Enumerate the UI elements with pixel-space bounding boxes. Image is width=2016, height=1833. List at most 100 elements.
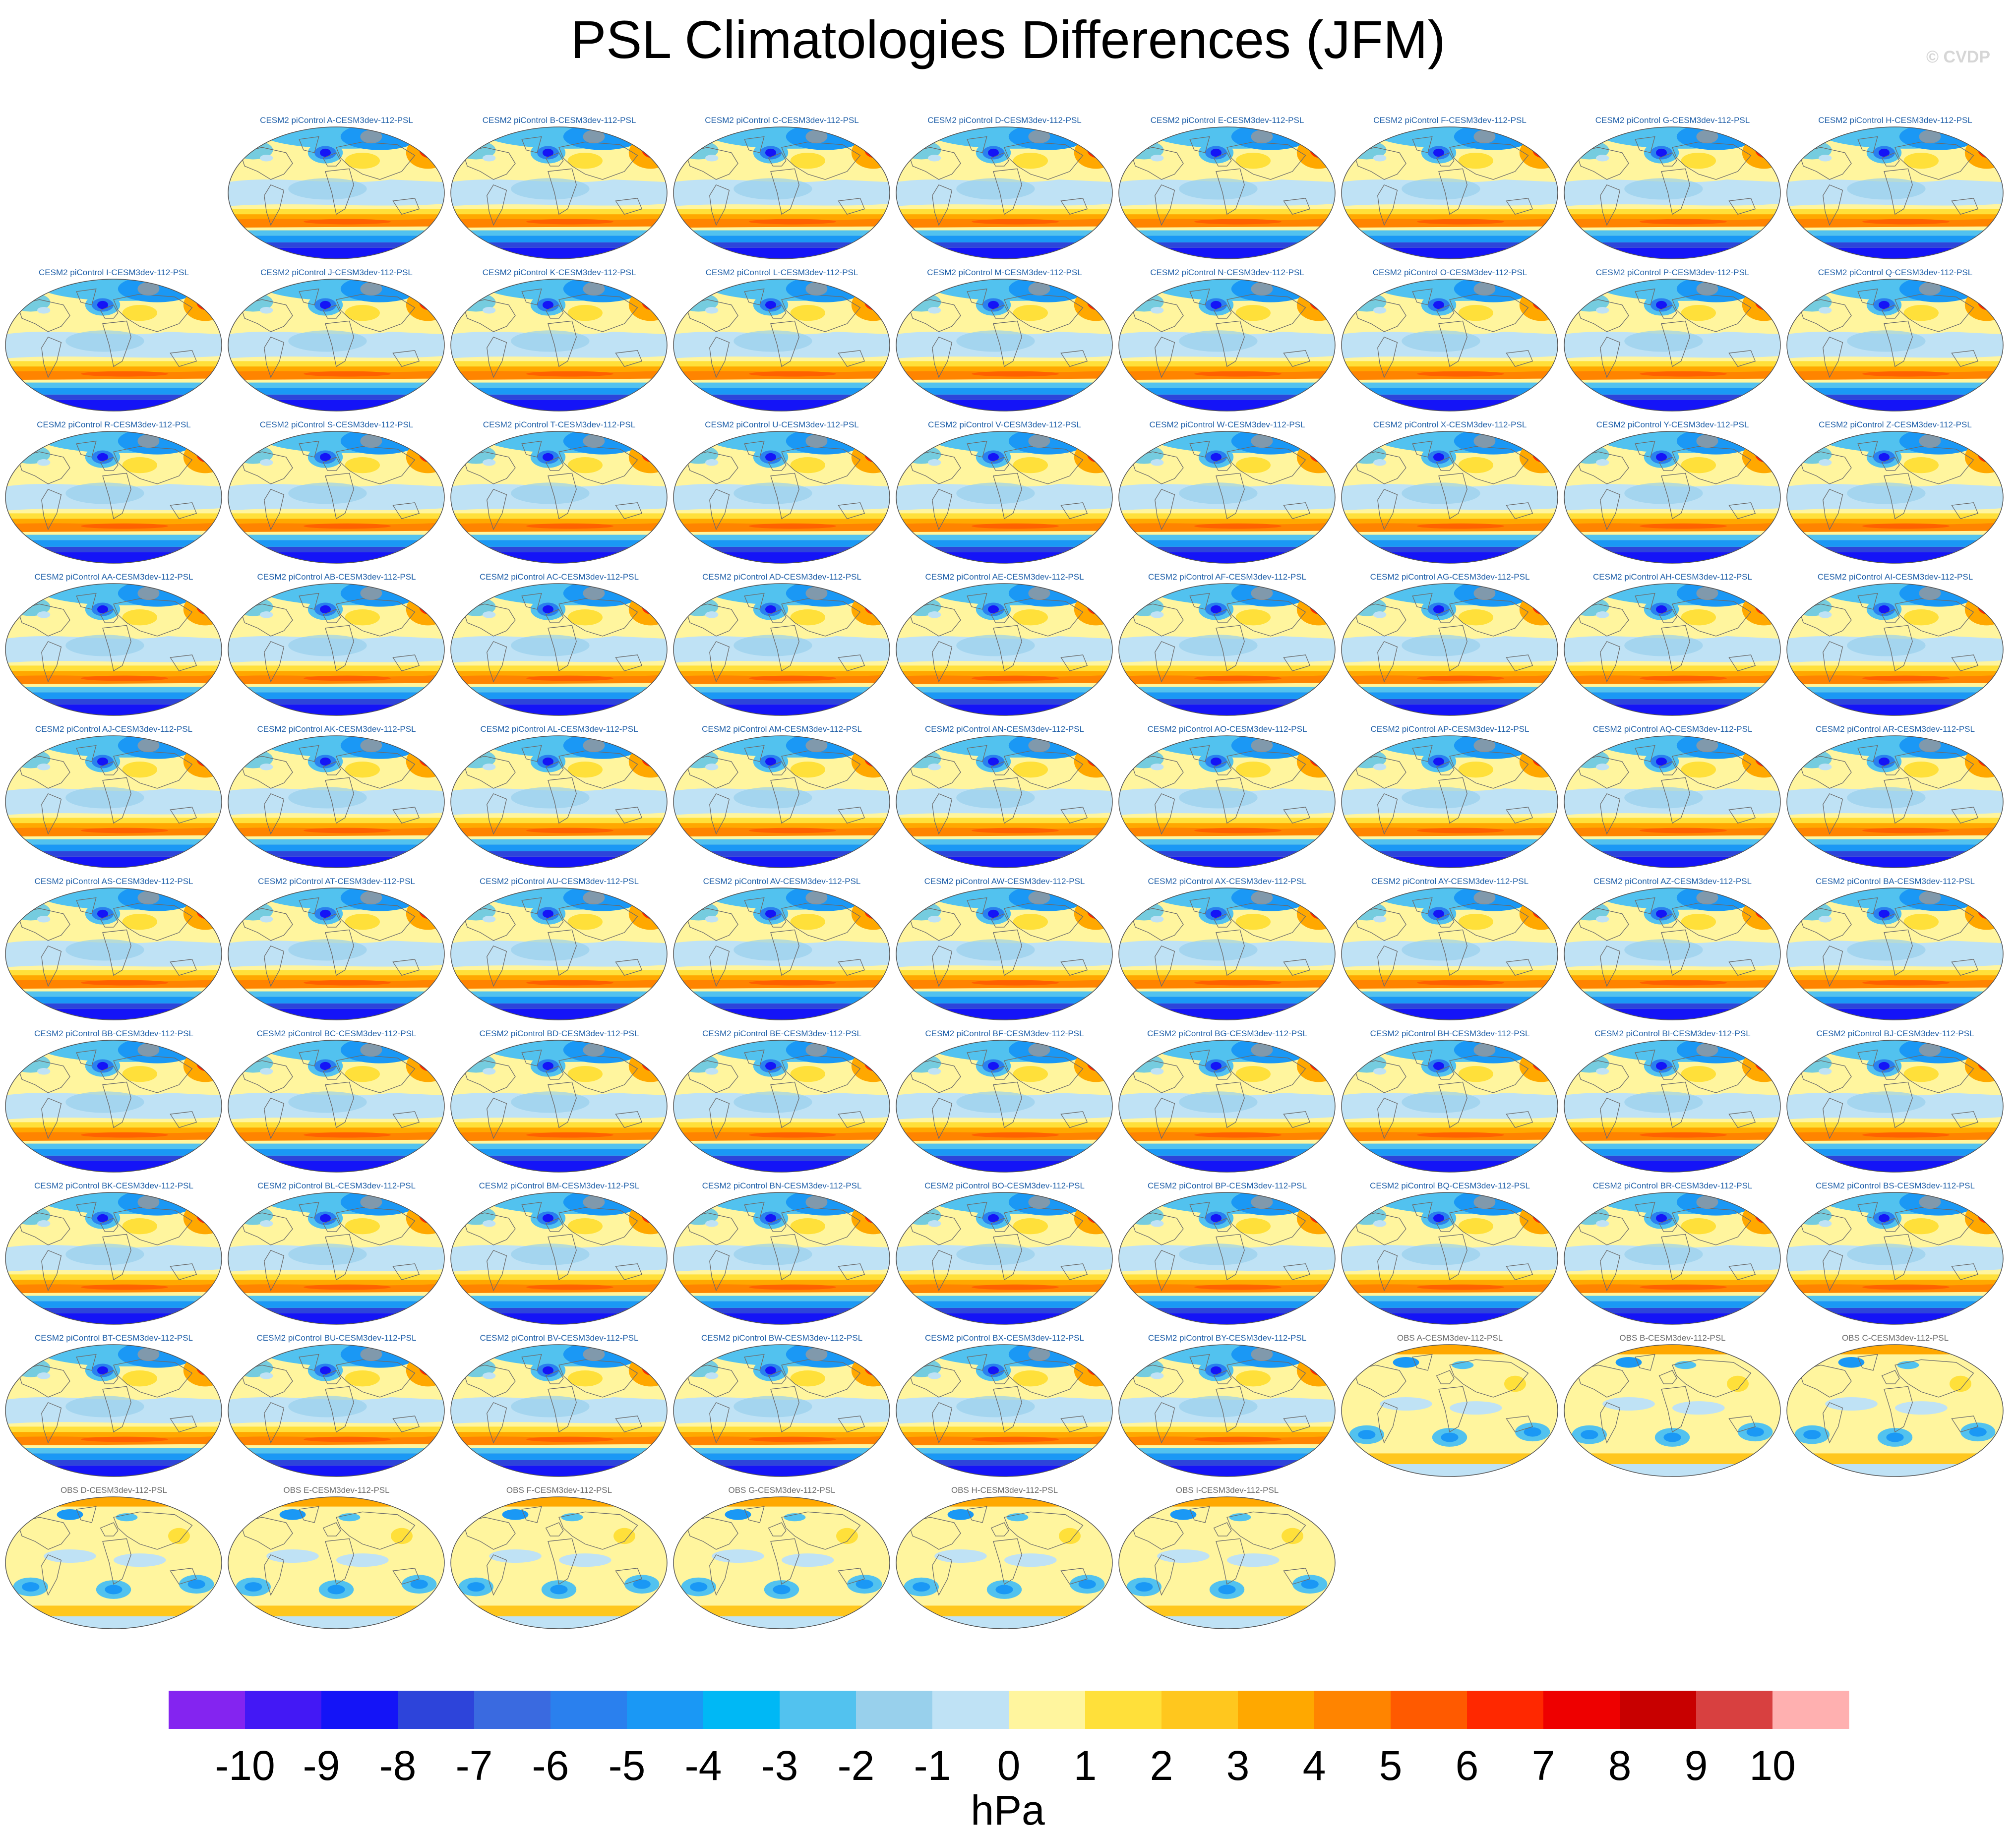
map-field (5, 735, 222, 868)
panel-title: CESM2 piControl BI-CESM3dev-112-PSL (1594, 1029, 1751, 1038)
map-panel: CESM2 piControl AC-CESM3dev-112-PSL (448, 571, 671, 719)
panel-title: CESM2 piControl BA-CESM3dev-112-PSL (1816, 877, 1975, 886)
colorbar-box (1391, 1691, 1467, 1729)
panel-title: OBS C-CESM3dev-112-PSL (1841, 1333, 1949, 1343)
colorbar-box (1620, 1691, 1697, 1729)
map-panel: CESM2 piControl BW-CESM3dev-112-PSL (671, 1332, 893, 1480)
map-field (673, 431, 890, 564)
map-panel: CESM2 piControl Y-CESM3dev-112-PSL (1561, 418, 1784, 567)
panel-title: CESM2 piControl N-CESM3dev-112-PSL (1150, 268, 1304, 277)
panel-title: CESM2 piControl AF-CESM3dev-112-PSL (1148, 572, 1307, 582)
map-panel: CESM2 piControl X-CESM3dev-112-PSL (1339, 418, 1561, 567)
colorbar-box (856, 1691, 933, 1729)
map-panel: CESM2 piControl Z-CESM3dev-112-PSL (1784, 418, 2007, 567)
colorbar-tick-label: 2 (1150, 1742, 1173, 1789)
panel-title: CESM2 piControl P-CESM3dev-112-PSL (1595, 268, 1750, 277)
map-field (896, 431, 1113, 564)
map-field (1564, 735, 1781, 868)
map-panel: CESM2 piControl K-CESM3dev-112-PSL (448, 266, 671, 415)
map-field (1786, 1040, 2004, 1173)
map-panel: CESM2 piControl BR-CESM3dev-112-PSL (1561, 1180, 1784, 1328)
map-panel: CESM2 piControl BX-CESM3dev-112-PSL (893, 1332, 1116, 1480)
panel-title: CESM2 piControl BJ-CESM3dev-112-PSL (1816, 1029, 1974, 1038)
map-panel: CESM2 piControl BN-CESM3dev-112-PSL (671, 1180, 893, 1328)
map-field (5, 431, 222, 564)
map-panel: CESM2 piControl O-CESM3dev-112-PSL (1339, 266, 1561, 415)
panel-title: CESM2 piControl BG-CESM3dev-112-PSL (1147, 1029, 1307, 1038)
map-field (1341, 887, 1558, 1020)
map-panel: CESM2 piControl BO-CESM3dev-112-PSL (893, 1180, 1116, 1328)
map-field (1118, 735, 1336, 868)
map-field (450, 887, 668, 1020)
cvdp-credit: © CVDP (1926, 48, 1990, 66)
map-panel: CESM2 piControl H-CESM3dev-112-PSL (1784, 114, 2007, 263)
panel-title: CESM2 piControl AN-CESM3dev-112-PSL (925, 724, 1084, 734)
colorbar-tick-label: 6 (1456, 1742, 1479, 1789)
map-field (1341, 1344, 1558, 1477)
map-panel: CESM2 piControl AJ-CESM3dev-112-PSL (2, 723, 225, 872)
panel-title: CESM2 piControl W-CESM3dev-112-PSL (1149, 420, 1305, 429)
map-field (450, 431, 668, 564)
panel-title: CESM2 piControl AR-CESM3dev-112-PSL (1816, 724, 1975, 734)
panel-title: CESM2 piControl Y-CESM3dev-112-PSL (1596, 420, 1749, 429)
map-panel: CESM2 piControl AW-CESM3dev-112-PSL (893, 875, 1116, 1024)
panel-title: CESM2 piControl BU-CESM3dev-112-PSL (256, 1333, 417, 1343)
map-panel: OBS H-CESM3dev-112-PSL (893, 1484, 1116, 1633)
colorbar-box (627, 1691, 704, 1729)
panel-title: CESM2 piControl BS-CESM3dev-112-PSL (1816, 1181, 1975, 1190)
map-field (450, 1344, 668, 1477)
map-field (450, 735, 668, 868)
panel-title: CESM2 piControl BD-CESM3dev-112-PSL (479, 1029, 639, 1038)
map-field (1118, 887, 1336, 1020)
map-panel: CESM2 piControl BE-CESM3dev-112-PSL (671, 1027, 893, 1176)
map-panel: CESM2 piControl L-CESM3dev-112-PSL (671, 266, 893, 415)
colorbar-tick-label: -9 (303, 1742, 340, 1789)
panel-title: CESM2 piControl AG-CESM3dev-112-PSL (1370, 572, 1530, 582)
panel-title: CESM2 piControl I-CESM3dev-112-PSL (39, 268, 189, 277)
panel-title: CESM2 piControl AW-CESM3dev-112-PSL (924, 877, 1085, 886)
colorbar-tick-label: 3 (1226, 1742, 1250, 1789)
colorbar-box (245, 1691, 322, 1729)
panel-title: CESM2 piControl AI-CESM3dev-112-PSL (1817, 572, 1973, 582)
map-field (1786, 279, 2004, 412)
map-panel: CESM2 piControl AN-CESM3dev-112-PSL (893, 723, 1116, 872)
colorbar-boxes (169, 1691, 1849, 1729)
map-field (1118, 583, 1336, 716)
map-panel: CESM2 piControl R-CESM3dev-112-PSL (2, 418, 225, 567)
colorbar-tick-label: 9 (1685, 1742, 1708, 1789)
panel-grid: CESM2 piControl A-CESM3dev-112-PSL CESM2 … (2, 114, 2007, 1633)
map-field (1118, 279, 1336, 412)
map-panel: OBS I-CESM3dev-112-PSL (1116, 1484, 1339, 1633)
panel-title: CESM2 piControl A-CESM3dev-112-PSL (260, 116, 413, 125)
panel-title: CESM2 piControl AD-CESM3dev-112-PSL (702, 572, 861, 582)
map-panel: CESM2 piControl BJ-CESM3dev-112-PSL (1784, 1027, 2007, 1176)
map-field (1564, 279, 1781, 412)
map-field (1341, 583, 1558, 716)
panel-title: CESM2 piControl E-CESM3dev-112-PSL (1150, 116, 1304, 125)
map-field (673, 1496, 890, 1629)
panel-title: CESM2 piControl Q-CESM3dev-112-PSL (1818, 268, 1973, 277)
colorbar-tick-label: 7 (1532, 1742, 1555, 1789)
map-field (673, 1040, 890, 1173)
map-field (1786, 887, 2004, 1020)
colorbar-box (932, 1691, 1009, 1729)
map-panel: CESM2 piControl BV-CESM3dev-112-PSL (448, 1332, 671, 1480)
map-field (896, 126, 1113, 259)
colorbar-tick-label: 1 (1074, 1742, 1097, 1789)
panel-title: CESM2 piControl BC-CESM3dev-112-PSL (256, 1029, 417, 1038)
map-panel: OBS D-CESM3dev-112-PSL (2, 1484, 225, 1633)
colorbar-box (1543, 1691, 1620, 1729)
map-panel: CESM2 piControl AO-CESM3dev-112-PSL (1116, 723, 1339, 872)
map-panel: CESM2 piControl AH-CESM3dev-112-PSL (1561, 571, 1784, 719)
map-panel: CESM2 piControl AU-CESM3dev-112-PSL (448, 875, 671, 1024)
map-panel: OBS C-CESM3dev-112-PSL (1784, 1332, 2007, 1480)
map-field (1118, 1040, 1336, 1173)
panel-title: CESM2 piControl BB-CESM3dev-112-PSL (34, 1029, 193, 1038)
map-field (1564, 1192, 1781, 1325)
map-field (673, 126, 890, 259)
map-panel: CESM2 piControl AL-CESM3dev-112-PSL (448, 723, 671, 872)
panel-title: CESM2 piControl BP-CESM3dev-112-PSL (1148, 1181, 1307, 1190)
map-panel: CESM2 piControl AS-CESM3dev-112-PSL (2, 875, 225, 1024)
colorbar-box (1696, 1691, 1773, 1729)
map-panel: CESM2 piControl S-CESM3dev-112-PSL (225, 418, 448, 567)
